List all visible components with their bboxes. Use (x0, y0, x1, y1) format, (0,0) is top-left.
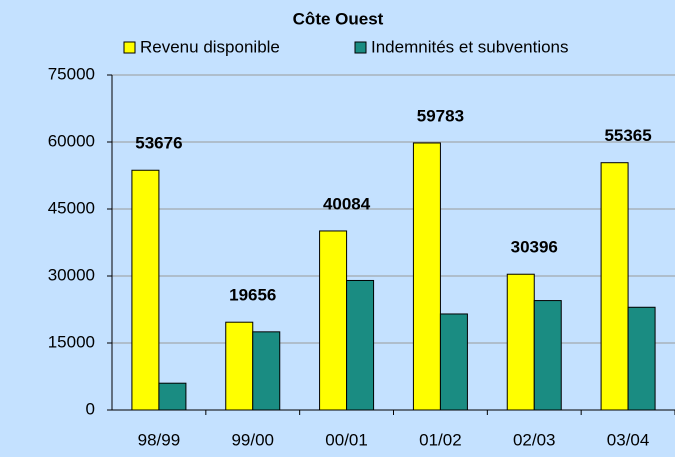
bar (252, 331, 281, 411)
bar (158, 382, 187, 411)
data-label: 19656 (229, 286, 276, 305)
y-tick-label: 30000 (48, 265, 95, 284)
bar (319, 230, 348, 411)
y-tick-label: 0 (86, 399, 95, 418)
y-tick-label: 45000 (48, 198, 95, 217)
bar (225, 321, 254, 411)
bar (412, 142, 441, 411)
chart-title: Côte Ouest (293, 9, 384, 28)
x-tick-label: 98/99 (138, 430, 181, 449)
x-tick-label: 00/01 (325, 430, 368, 449)
x-tick-label: 99/00 (231, 430, 274, 449)
bar (346, 279, 375, 411)
bar (506, 273, 535, 411)
legend-swatch (354, 41, 367, 54)
legend-label: Indemnités et subventions (371, 37, 569, 56)
data-label: 30396 (511, 238, 558, 257)
y-tick-label: 15000 (48, 332, 95, 351)
legend-label: Revenu disponible (140, 37, 280, 56)
y-tick-label: 60000 (48, 131, 95, 150)
legend-swatch (123, 41, 136, 54)
data-label: 59783 (417, 106, 464, 125)
x-tick-label: 01/02 (419, 430, 462, 449)
bar (533, 300, 562, 411)
bar (627, 306, 656, 411)
bar (131, 169, 160, 411)
data-label: 55365 (604, 126, 651, 145)
x-tick-label: 03/04 (607, 430, 650, 449)
y-tick-label: 75000 (48, 64, 95, 83)
bar (439, 313, 468, 411)
data-label: 53676 (135, 134, 182, 153)
bar (600, 162, 629, 411)
data-label: 40084 (323, 194, 371, 213)
x-tick-label: 02/03 (513, 430, 556, 449)
